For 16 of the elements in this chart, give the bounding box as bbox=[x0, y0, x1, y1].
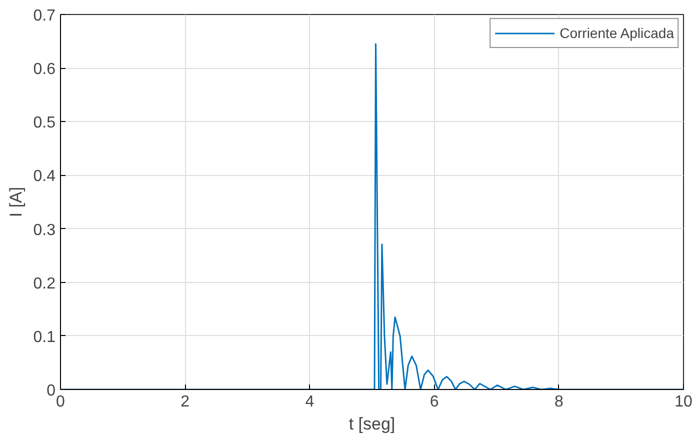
x-tick-label: 8 bbox=[554, 394, 564, 410]
x-axis-title: t [seg] bbox=[348, 414, 396, 434]
y-tick-label: 0.5 bbox=[33, 114, 56, 132]
x-tick-label: 4 bbox=[305, 394, 314, 410]
y-tick-label: 0.3 bbox=[33, 222, 56, 239]
y-axis-title: I [A] bbox=[6, 186, 26, 218]
x-tick-label: 6 bbox=[430, 394, 439, 410]
y-tick-label: 0.6 bbox=[33, 61, 56, 78]
y-tick-label: 0.4 bbox=[33, 168, 56, 186]
y-tick-label: 0.7 bbox=[33, 8, 56, 24]
x-tick-label: 2 bbox=[180, 394, 190, 410]
x-tick-label: 10 bbox=[674, 394, 692, 410]
legend-label: Corriente Aplicada bbox=[560, 25, 674, 41]
y-tick-label: 0 bbox=[46, 382, 56, 400]
y-tick-label: 0.1 bbox=[33, 328, 56, 346]
y-tick-label: 0.2 bbox=[33, 275, 56, 292]
